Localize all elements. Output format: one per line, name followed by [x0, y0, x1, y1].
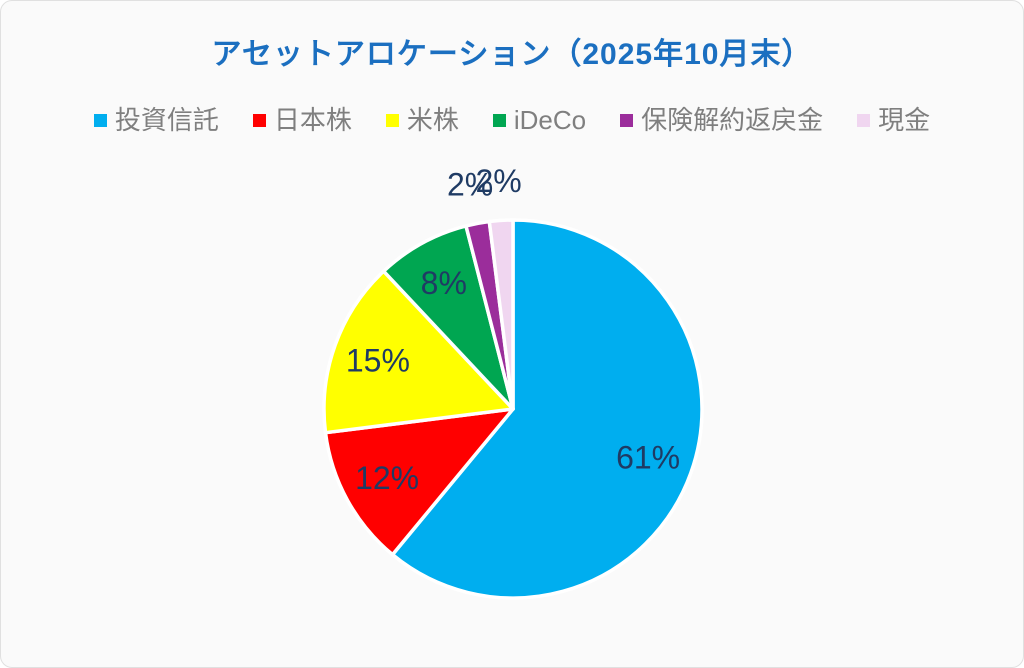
pie-slice-5 — [487, 218, 515, 411]
legend-label: 保険解約返戻金 — [641, 105, 824, 135]
legend-swatch-icon — [93, 113, 107, 127]
legend-label: 米株 — [406, 105, 459, 135]
pie-data-label-0: 61% — [616, 440, 680, 476]
legend-item-0: 投資信託 — [93, 105, 219, 135]
pie-slice-1 — [323, 407, 515, 557]
pie-slice-3 — [381, 224, 515, 411]
legend-item-1: 日本株 — [252, 105, 352, 135]
pie-data-label-3: 8% — [421, 265, 467, 301]
legend-swatch-icon — [492, 113, 506, 127]
legend-item-3: iDeCo — [492, 105, 587, 135]
legend-swatch-icon — [252, 113, 266, 127]
legend: 投資信託 日本株 米株 iDeCo 保険解約返戻金 現金 — [1, 107, 1023, 133]
legend-swatch-icon — [385, 113, 399, 127]
legend-label: iDeCo — [513, 105, 587, 135]
chart-title: アセットアロケーション（2025年10月末） — [211, 38, 813, 71]
pie-data-label-4: 2% — [447, 166, 493, 202]
legend-label: 投資信託 — [114, 105, 219, 135]
pie-data-label-1: 12% — [355, 460, 419, 496]
legend-swatch-icon — [857, 113, 871, 127]
legend-swatch-icon — [620, 113, 634, 127]
legend-item-5: 現金 — [857, 107, 930, 133]
legend-item-2: 米株 — [385, 105, 459, 135]
legend-label: 日本株 — [273, 105, 352, 135]
pie-slice-2 — [322, 269, 515, 435]
pie-data-label-5: 2% — [475, 163, 521, 199]
pie-data-label-2: 15% — [346, 342, 410, 378]
legend-label: 現金 — [878, 105, 931, 135]
legend-item-4: 保険解約返戻金 — [620, 107, 823, 133]
pie-slice-0 — [390, 218, 704, 600]
